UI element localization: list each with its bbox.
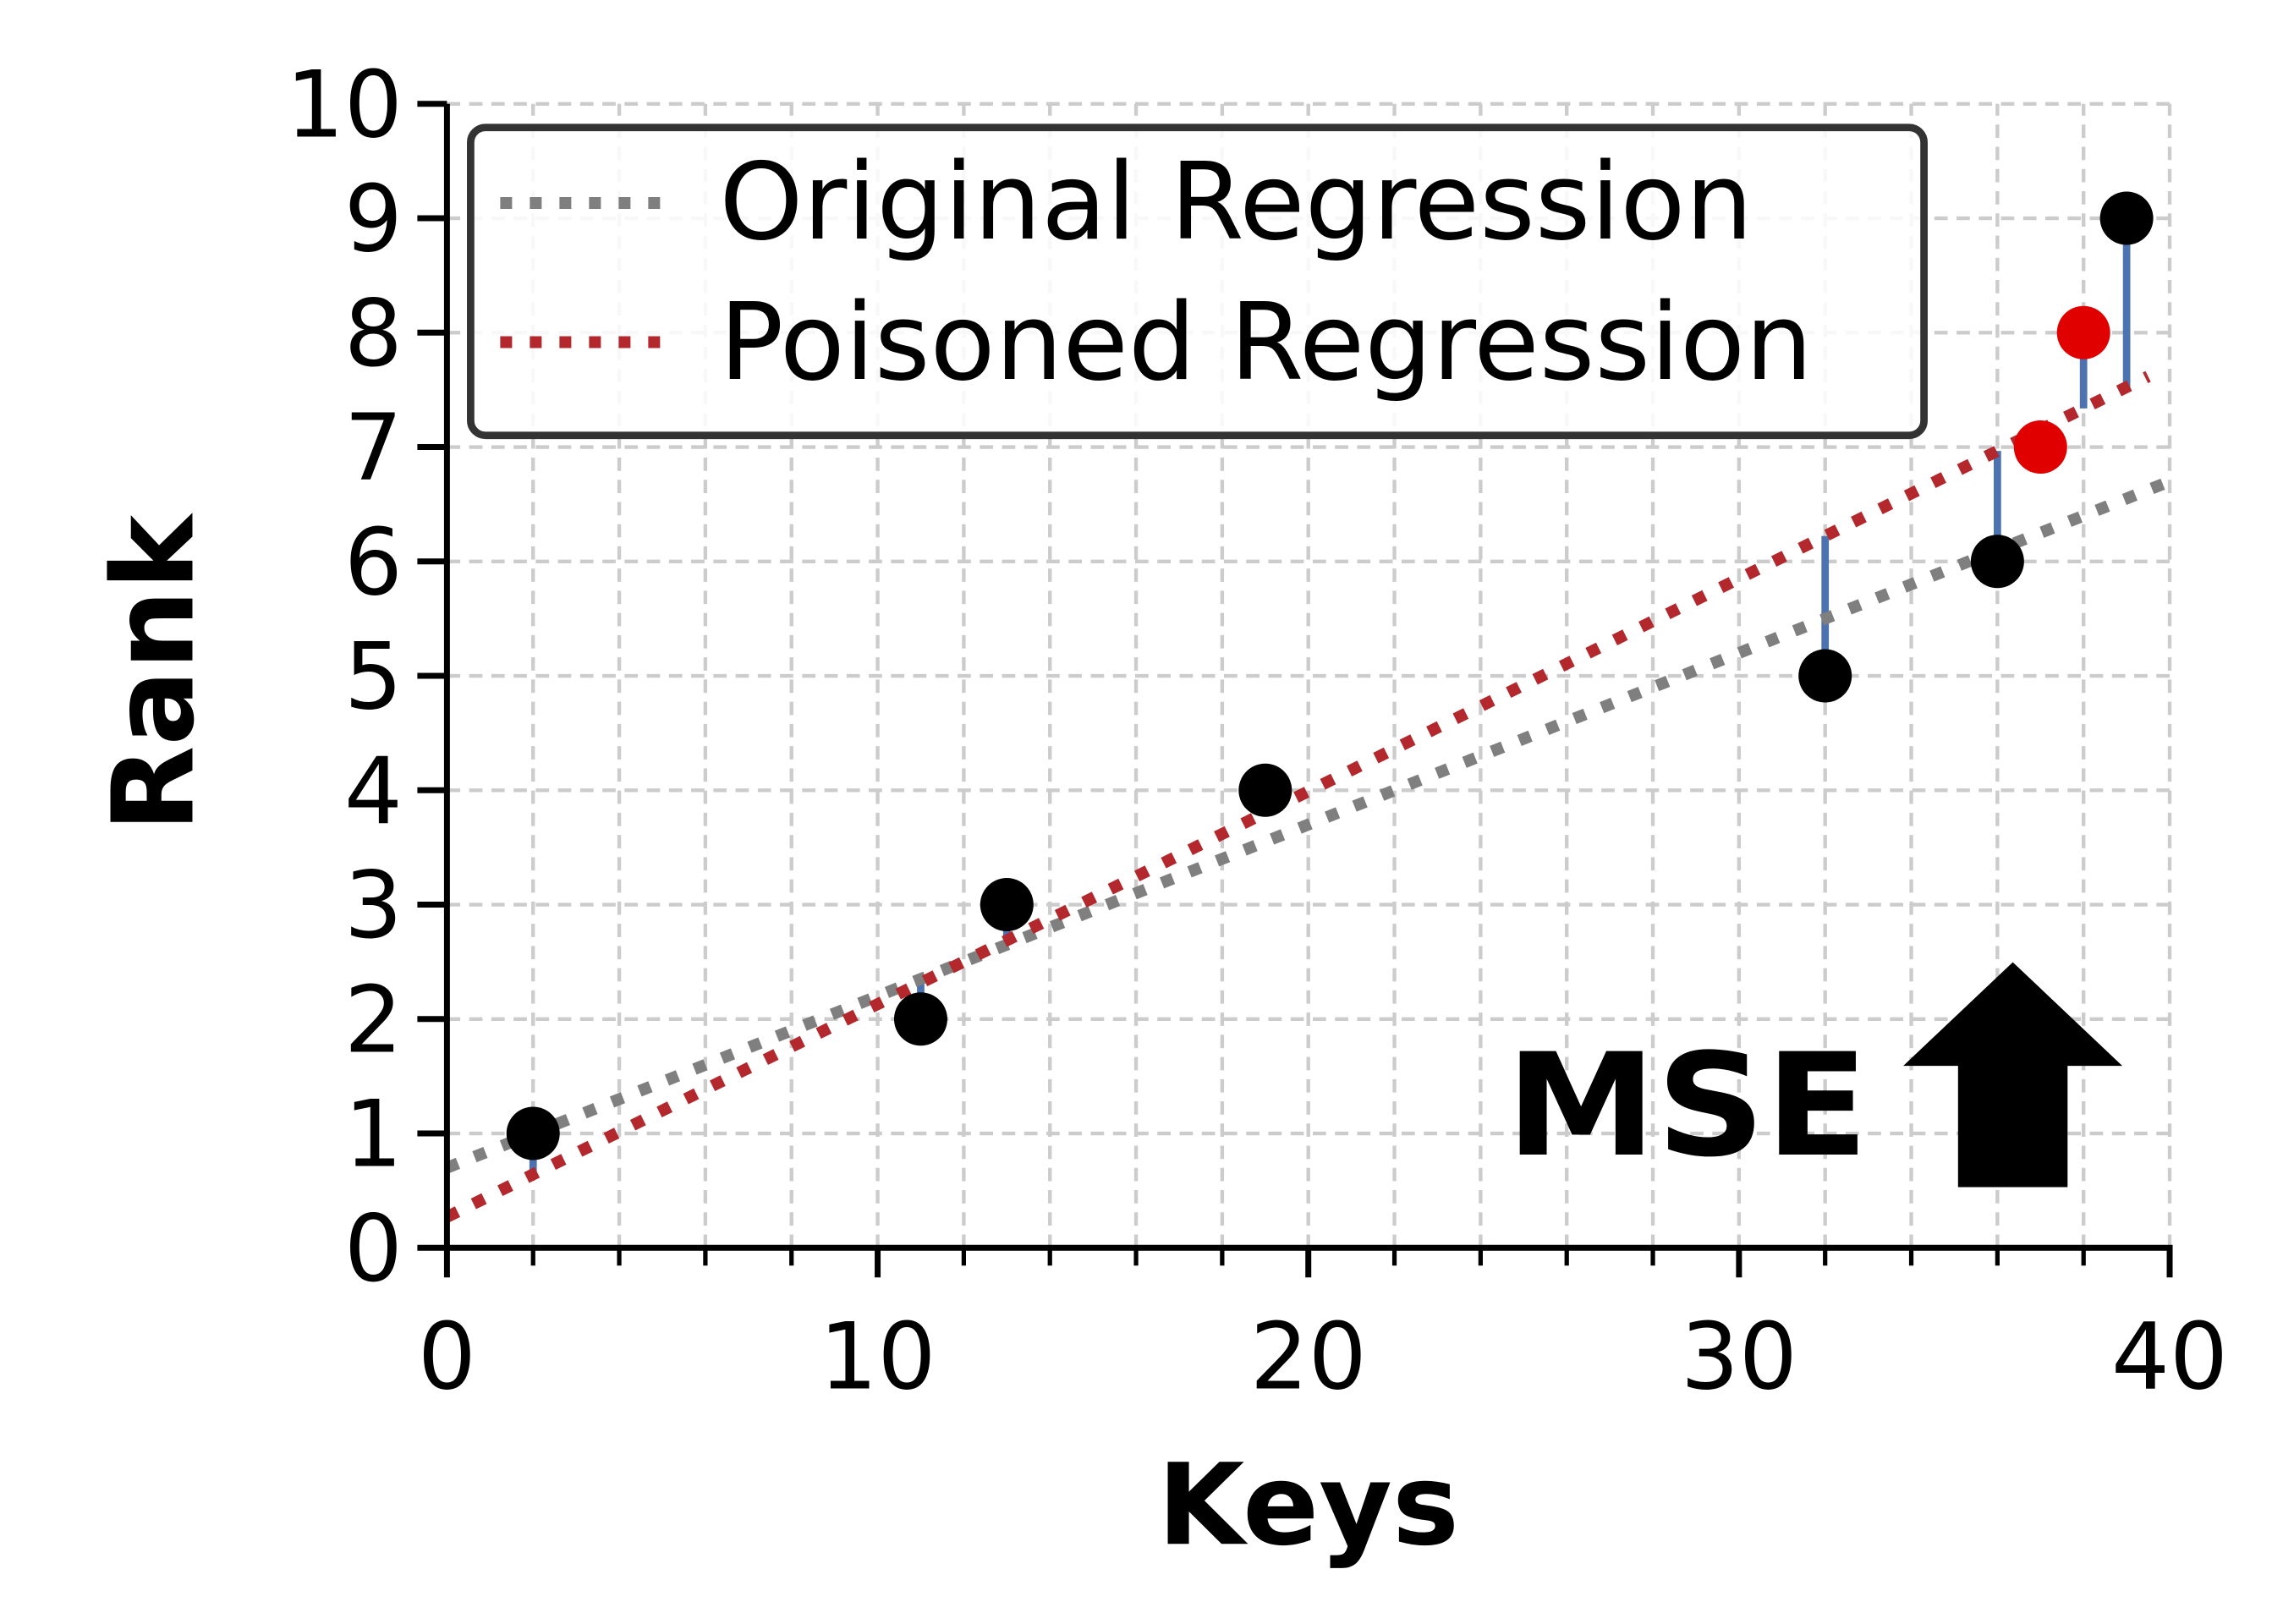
y-tick-label: 8 (344, 280, 403, 387)
legend-original-label: Original Regression (719, 140, 1753, 264)
poisoned-point (2013, 420, 2067, 475)
x-axis-label: Keys (1157, 1440, 1459, 1571)
regression-lines (444, 370, 2172, 1223)
mse-annotation: MSE (1506, 962, 2123, 1188)
poisoned-regression-line (444, 370, 2151, 1223)
data-point (893, 992, 947, 1046)
y-tick-label: 5 (344, 623, 403, 731)
x-tick-label: 30 (1681, 1303, 1797, 1410)
x-tick-label: 10 (820, 1303, 936, 1410)
y-tick-label: 0 (344, 1195, 403, 1303)
y-tick-label: 7 (344, 394, 403, 502)
y-tick-label: 10 (286, 51, 403, 158)
mse-label: MSE (1506, 1023, 1869, 1188)
y-tick-label: 9 (344, 166, 403, 273)
original-regression-line (444, 475, 2172, 1174)
y-tick-label: 2 (344, 966, 403, 1073)
x-tick-label: 0 (418, 1303, 476, 1410)
data-points (506, 191, 2154, 1160)
data-point (1238, 763, 1292, 817)
data-point (506, 1106, 560, 1160)
y-tick-label: 1 (344, 1081, 403, 1188)
legend: Original Regression Poisoned Regression (467, 123, 1928, 440)
y-tick-label: 4 (344, 738, 403, 845)
legend-poisoned-label: Poisoned Regression (719, 280, 1813, 404)
data-point (2099, 191, 2154, 245)
y-axis-label: Rank (89, 513, 219, 832)
y-tick-label: 3 (344, 852, 403, 959)
data-point (1798, 649, 1852, 703)
y-tick-label: 6 (344, 508, 403, 616)
data-point (980, 878, 1034, 932)
arrow-up-icon (1903, 962, 2123, 1188)
x-tick-label: 40 (2111, 1303, 2228, 1410)
poisoned-point (2056, 305, 2110, 359)
x-tick-label: 20 (1250, 1303, 1367, 1410)
data-point (1970, 535, 2024, 589)
